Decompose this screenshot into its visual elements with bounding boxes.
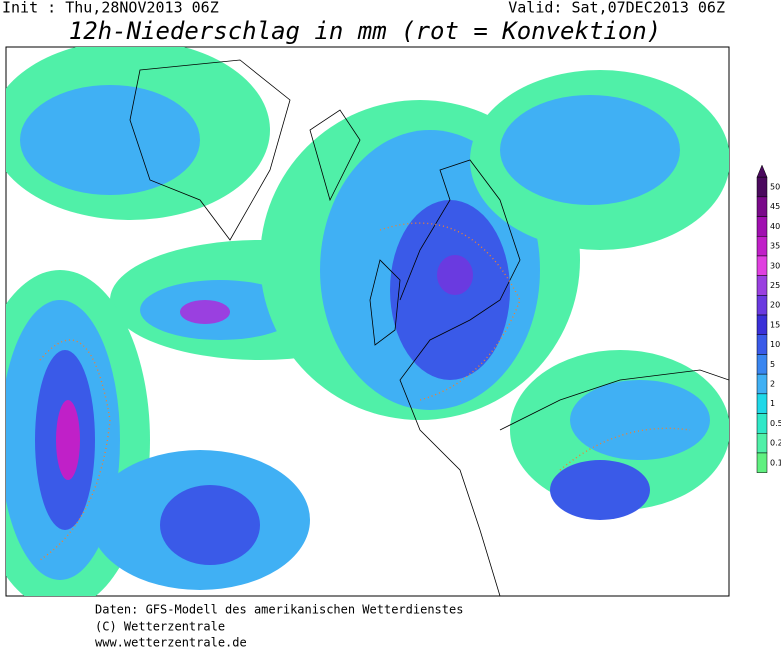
legend-swatch <box>756 216 768 237</box>
legend-label: 15 <box>770 320 780 329</box>
legend-label: 0.2 <box>770 439 781 448</box>
legend-label: 45 <box>770 202 780 211</box>
legend-label: 0.5 <box>770 419 781 428</box>
legend-label: 1 <box>770 399 775 408</box>
footer-line: www.wetterzentrale.de <box>95 636 247 648</box>
legend-label: 10 <box>770 340 780 349</box>
legend-swatch <box>756 176 768 198</box>
valid-time: Valid: Sat,07DEC2013 06Z <box>508 0 725 17</box>
legend-label: 25 <box>770 281 780 290</box>
legend-swatch <box>756 373 768 395</box>
legend-label: 35 <box>770 242 780 251</box>
footer-line: Daten: GFS-Modell des amerikanischen Wet… <box>95 603 463 617</box>
init-time: Init : Thu,28NOV2013 06Z <box>2 0 219 17</box>
map <box>5 46 730 597</box>
legend-swatch <box>756 314 768 335</box>
legend-swatch <box>756 196 768 217</box>
legend-label: 40 <box>770 222 780 231</box>
legend-swatch <box>756 334 768 355</box>
legend-label: 20 <box>770 301 780 310</box>
legend-label: 2 <box>770 380 775 389</box>
legend: 50 45 40 35 30 25 20 15 10 5 2 1 0.5 0.2 0.1 <box>756 164 781 473</box>
legend-cap <box>756 164 768 178</box>
map-title: 12h-Niederschlag in mm (rot = Konvektion… <box>69 17 661 45</box>
legend-swatch <box>756 393 768 414</box>
legend-swatch <box>756 295 768 316</box>
legend-label: 50 <box>770 183 780 192</box>
legend-label: 30 <box>770 261 780 270</box>
legend-swatch <box>756 236 768 257</box>
legend-swatch <box>756 452 768 473</box>
legend-swatch <box>756 354 768 375</box>
footer-line: (C) Wetterzentrale <box>95 620 225 634</box>
legend-swatch <box>756 433 768 454</box>
legend-swatch <box>756 275 768 296</box>
legend-label: 0.1 <box>770 458 781 467</box>
legend-swatch <box>756 255 768 276</box>
legend-label: 5 <box>770 360 775 369</box>
legend-swatch <box>756 413 768 434</box>
